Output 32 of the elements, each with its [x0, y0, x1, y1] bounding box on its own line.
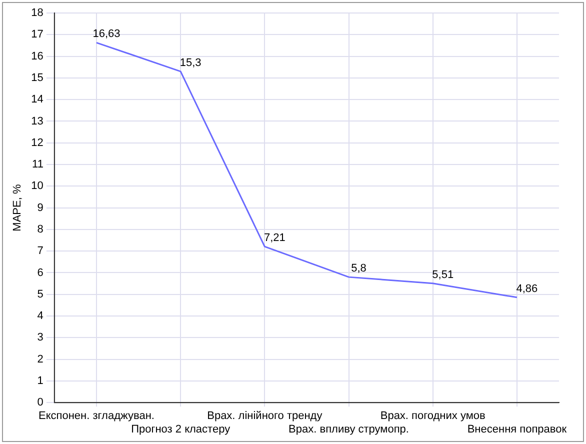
y-tick-label: 1: [37, 374, 44, 387]
data-label: 5,51: [432, 268, 454, 281]
y-tick-label: 5: [37, 288, 44, 300]
y-tick-label: 6: [37, 266, 44, 279]
y-tick-label: 10: [31, 180, 44, 192]
y-tick-label: 7: [37, 245, 44, 258]
data-label: 7,21: [264, 232, 286, 244]
y-tick-label: 9: [37, 202, 44, 214]
x-tick-label: Прогноз 2 кластеру: [131, 423, 231, 436]
y-tick-label: 8: [37, 223, 44, 236]
data-label: 16,63: [92, 28, 120, 40]
y-tick-label: 0: [37, 396, 44, 409]
y-tick-label: 11: [32, 158, 44, 171]
y-tick-label: 17: [31, 28, 44, 41]
y-tick-label: 18: [31, 7, 44, 20]
y-tick-label: 15: [31, 72, 44, 84]
x-tick-label: Врах. погодних умов: [380, 410, 486, 422]
y-tick-label: 2: [37, 353, 44, 366]
y-tick-label: 4: [37, 310, 44, 322]
y-tick-label: 14: [31, 94, 44, 106]
x-tick-label: Врах. лінійного тренду: [207, 410, 323, 422]
y-tick-label: 16: [31, 50, 44, 62]
y-tick-label: 12: [31, 136, 44, 149]
data-label: 15,3: [180, 56, 202, 69]
data-label: 5,8: [351, 262, 366, 275]
x-tick-label: Внесення поправок: [467, 423, 567, 436]
y-axis-title: MAPE, %: [12, 184, 24, 232]
y-tick-label: 3: [37, 332, 44, 344]
x-tick-label: Експонен. згладжуван.: [38, 410, 154, 422]
x-tick-label: Врах. впливу струмопр.: [288, 423, 409, 436]
y-tick-label: 13: [31, 115, 44, 128]
data-label: 4,86: [516, 282, 538, 295]
